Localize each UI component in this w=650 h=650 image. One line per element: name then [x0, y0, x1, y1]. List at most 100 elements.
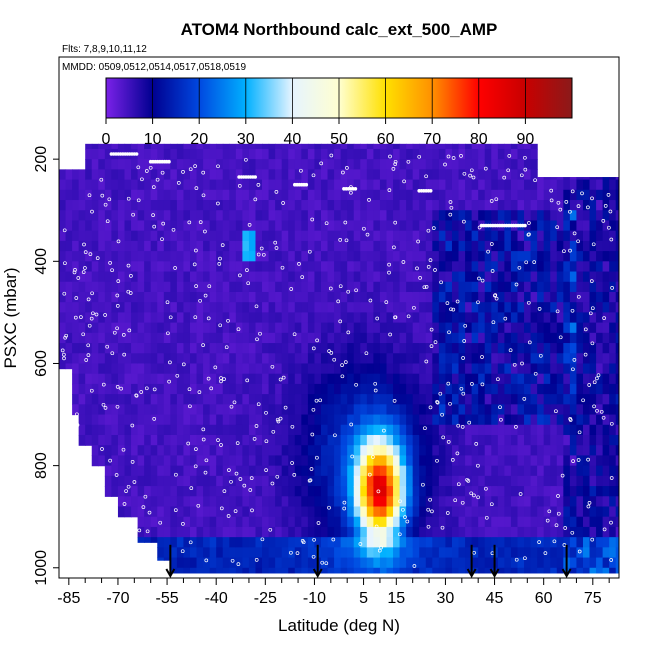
heatmap-cell: [582, 475, 591, 487]
heatmap-cell: [524, 302, 532, 313]
heatmap-cell: [504, 302, 512, 313]
heatmap-cell: [510, 373, 519, 385]
heatmap-cell: [438, 363, 447, 375]
sample-point: [114, 473, 119, 477]
heatmap-cell: [209, 567, 217, 574]
heatmap-cell: [157, 159, 165, 170]
heatmap-cell: [242, 547, 250, 559]
heatmap-cell: [406, 516, 414, 528]
heatmap-cell: [504, 475, 512, 487]
heatmap-cell: [301, 383, 309, 395]
heatmap-cell: [334, 343, 342, 354]
sample-point: [601, 219, 606, 223]
heatmap-cell: [596, 526, 604, 538]
heatmap-cell: [491, 404, 499, 416]
heatmap-cell: [478, 363, 486, 375]
heatmap-cell: [386, 557, 394, 569]
sample-point: [387, 270, 391, 275]
heatmap-cell: [478, 537, 486, 548]
heatmap-cell: [406, 220, 414, 232]
heatmap-cell: [589, 445, 597, 457]
heatmap-cell: [406, 434, 414, 446]
heatmap-cell: [425, 143, 433, 150]
heatmap-cell: [366, 465, 374, 477]
heatmap-cell: [288, 220, 296, 232]
heatmap-cell: [379, 200, 388, 211]
heatmap-cell: [340, 404, 348, 416]
sample-point: [62, 291, 67, 296]
heatmap-cell: [85, 281, 93, 293]
heatmap-cell: [543, 424, 551, 436]
sample-point: [90, 291, 94, 296]
heatmap-cell: [386, 363, 394, 375]
heatmap-cell: [543, 394, 551, 405]
heatmap-cell: [301, 343, 309, 354]
heatmap-cell: [340, 445, 348, 457]
heatmap-cell: [91, 143, 99, 150]
heatmap-cell: [242, 148, 250, 160]
heatmap-cell: [563, 455, 571, 467]
heatmap-cell: [471, 261, 479, 273]
sample-point: [401, 260, 406, 264]
sample-point: [387, 188, 392, 192]
heatmap-cell: [504, 179, 512, 191]
heatmap-cell: [491, 189, 499, 201]
heatmap-cell: [255, 414, 263, 426]
heatmap-cell: [307, 159, 316, 170]
sample-point: [311, 346, 316, 351]
heatmap-cell: [602, 343, 610, 354]
heatmap-cell: [360, 394, 368, 405]
sample-point: [63, 261, 67, 266]
heatmap-cell: [576, 537, 584, 548]
heatmap-cell: [294, 291, 302, 303]
heatmap-cell: [537, 455, 545, 467]
heatmap-cell: [438, 373, 447, 385]
heatmap-cell: [530, 281, 538, 293]
heatmap-cell: [615, 177, 619, 181]
heatmap-cell: [537, 414, 545, 426]
heatmap-cell: [340, 363, 348, 375]
heatmap-cell: [98, 281, 106, 293]
heatmap-cell: [281, 281, 289, 293]
heatmap-cell: [216, 496, 224, 508]
heatmap-cell: [255, 189, 263, 201]
heatmap-cell: [216, 526, 224, 538]
heatmap-cell: [229, 179, 237, 191]
sample-point: [558, 335, 563, 340]
heatmap-cell: [104, 404, 112, 416]
heatmap-cell: [360, 363, 368, 375]
sample-point: [397, 532, 402, 537]
heatmap-cell: [314, 220, 322, 232]
heatmap-cell: [222, 465, 230, 477]
heatmap-cell: [131, 434, 139, 446]
heatmap-cell: [176, 547, 185, 559]
heatmap-cell: [425, 271, 433, 283]
heatmap-cell: [484, 230, 492, 242]
heatmap-cell: [320, 343, 329, 354]
heatmap-cell: [268, 179, 276, 191]
heatmap-cell: [615, 373, 619, 385]
heatmap-cell: [609, 363, 617, 375]
sample-point: [415, 266, 419, 271]
heatmap-cell: [504, 251, 512, 262]
heatmap-cell: [320, 537, 329, 548]
heatmap-cell: [596, 220, 604, 232]
heatmap-cell: [530, 557, 538, 569]
heatmap-cell: [596, 475, 604, 487]
sample-point: [259, 246, 264, 251]
heatmap-cell: [353, 557, 361, 569]
heatmap-cell: [497, 261, 505, 273]
heatmap-cell: [615, 434, 619, 446]
heatmap-cell: [242, 322, 250, 334]
heatmap-cell: [216, 547, 224, 559]
heatmap-cell: [609, 302, 617, 313]
heatmap-cell: [334, 312, 342, 324]
heatmap-cell: [176, 230, 185, 242]
heatmap-cell: [576, 516, 584, 528]
heatmap-cell: [301, 414, 309, 426]
heatmap-cell: [209, 271, 217, 283]
heatmap-cell: [465, 322, 473, 334]
heatmap-cell: [72, 394, 80, 405]
heatmap-cell: [301, 373, 309, 385]
heatmap-cell: [373, 394, 381, 405]
